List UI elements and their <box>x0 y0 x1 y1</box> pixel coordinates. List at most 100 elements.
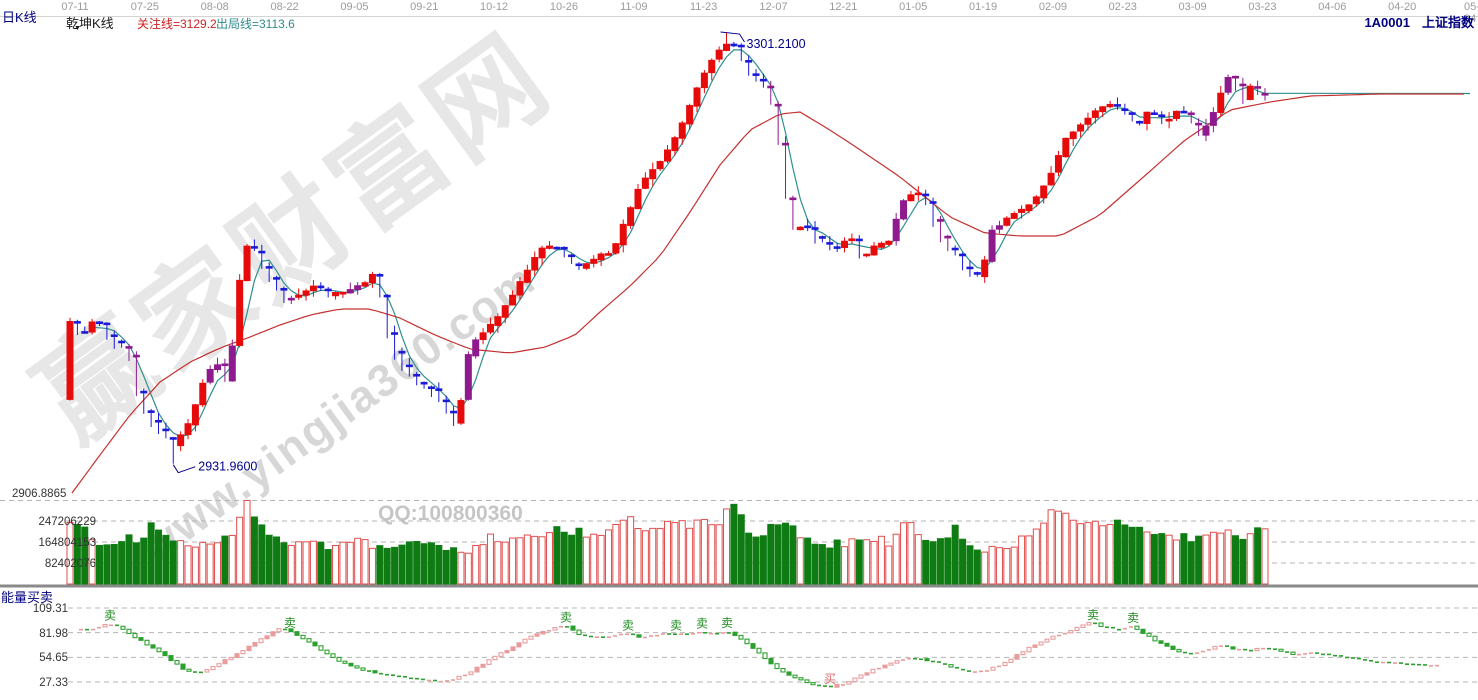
volume-bar <box>361 539 369 585</box>
oscillator-dash <box>403 675 407 678</box>
date-tick: 03-09 <box>1178 1 1207 13</box>
candle <box>494 316 502 326</box>
date-tick: 07-11 <box>61 1 89 13</box>
volume-bar <box>863 539 871 585</box>
oscillator-dash <box>367 670 371 672</box>
oscillator-bar <box>270 631 276 637</box>
oscillator-bar <box>372 670 378 674</box>
candle <box>206 368 214 383</box>
oscillator-bar <box>498 652 504 657</box>
buy-marker: 买 <box>824 672 836 686</box>
candle <box>1010 213 1018 219</box>
volume-bar <box>568 534 576 585</box>
oscillator-dash <box>1429 665 1433 667</box>
oscillator-dash <box>1189 652 1193 655</box>
oscillator-dash <box>397 675 401 678</box>
sell-marker: 卖 <box>670 618 682 632</box>
volume-bar <box>66 521 74 585</box>
oscillator-dash <box>193 671 197 673</box>
date-tick: 07-25 <box>130 1 159 13</box>
candle <box>472 339 480 357</box>
header-divider <box>0 16 1478 17</box>
oscillator-dash <box>445 680 449 682</box>
candle <box>966 266 974 270</box>
candle <box>199 382 207 406</box>
oscillator-dash <box>1345 656 1349 659</box>
volume-bar <box>973 549 981 585</box>
chevron-down-icon[interactable]: ▼ <box>74 25 81 32</box>
oscillator-bar <box>288 628 294 633</box>
volume-bar <box>73 523 81 585</box>
oscillator-axis-label: 27.33 <box>39 677 68 689</box>
candle <box>693 87 701 107</box>
oscillator-dash <box>91 628 95 631</box>
volume-bar <box>929 541 937 585</box>
volume-bar <box>1158 533 1166 585</box>
oscillator-dash <box>961 668 965 671</box>
volume-bar <box>1202 534 1210 585</box>
volume-bar <box>826 547 834 585</box>
oscillator-bar <box>768 658 774 665</box>
candles-layer <box>66 32 1269 464</box>
candle <box>737 44 745 48</box>
volume-bar <box>1010 546 1018 585</box>
candle <box>1231 75 1239 79</box>
candle <box>1054 155 1062 173</box>
oscillator-bar <box>168 655 174 662</box>
oscillator-bar <box>252 642 258 647</box>
volume-bar <box>405 541 413 585</box>
candle <box>1018 208 1026 213</box>
candle <box>545 245 553 249</box>
candle <box>250 246 258 249</box>
oscillator-bar <box>1032 644 1038 648</box>
oscillator-bar <box>186 668 192 672</box>
oscillator-dash <box>1393 662 1397 664</box>
oscillator-dash <box>583 634 587 637</box>
candle <box>88 321 96 333</box>
candle <box>907 194 915 202</box>
oscillator-dash <box>1363 659 1367 661</box>
candle <box>818 236 826 239</box>
candle <box>922 193 930 197</box>
oscillator-bar <box>1002 661 1008 667</box>
volume-bar <box>966 545 974 585</box>
period-label[interactable]: 日K线 <box>2 10 37 25</box>
candle <box>1084 117 1092 125</box>
candle <box>833 246 841 249</box>
candle <box>723 43 731 51</box>
oscillator-bar <box>894 660 900 664</box>
oscillator-dash <box>1237 648 1241 651</box>
oscillator-dash <box>1117 628 1121 631</box>
candle <box>464 354 472 400</box>
oscillator-bar <box>1278 648 1284 652</box>
oscillator-bar <box>1020 651 1026 656</box>
oscillator-bar <box>228 656 234 661</box>
volume-bar <box>582 536 590 585</box>
oscillator-dash <box>973 671 977 673</box>
indicator-pane-title[interactable]: 能量买卖 <box>1 590 54 605</box>
candle <box>273 277 281 280</box>
sell-marker: 卖 <box>721 616 733 630</box>
date-tick: 04-20 <box>1388 1 1417 13</box>
candle <box>1246 85 1254 100</box>
candle <box>147 410 155 413</box>
oscillator-dash <box>823 685 827 687</box>
oscillator-dash <box>673 633 677 636</box>
volume-bar <box>715 524 723 585</box>
oscillator-bar <box>120 625 126 630</box>
candle <box>1077 124 1085 132</box>
candle <box>1180 110 1188 114</box>
oscillator-dash <box>565 626 569 628</box>
oscillator-dash <box>463 674 467 677</box>
kline-type-dropdown[interactable]: 乾坤K线 <box>66 16 114 31</box>
oscillator-dash <box>115 624 119 627</box>
volume-bar <box>553 526 561 585</box>
oscillator-dash <box>1387 661 1391 664</box>
volume-bar <box>627 516 635 585</box>
oscillator-dash <box>691 632 695 635</box>
volume-bar <box>855 539 863 585</box>
candle <box>73 321 81 324</box>
oscillator-dash <box>97 626 101 629</box>
